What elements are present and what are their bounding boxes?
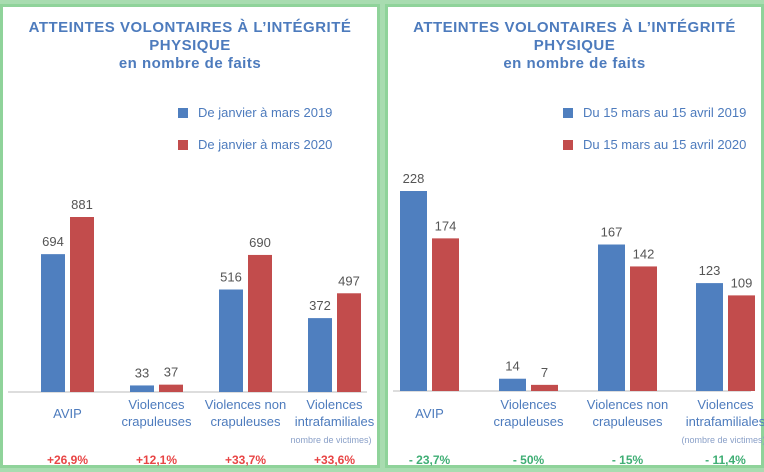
change-label: +33,6%: [313, 453, 356, 467]
category-label: Violences crapuleuses: [121, 397, 192, 429]
chart-title: ATTEINTES VOLONTAIRES À L’INTÉGRITÉ PHYS…: [388, 19, 761, 73]
change-label: +26,9%: [46, 453, 89, 467]
data-label: 7: [541, 365, 548, 380]
bar: [130, 385, 154, 392]
category-label: AVIP: [53, 406, 82, 421]
bar: [432, 238, 459, 391]
legend-swatch: [563, 140, 573, 150]
legend-item: Du 15 mars au 15 avril 2020: [563, 137, 746, 152]
data-label: 174: [435, 218, 457, 233]
change-label: - 23,7%: [408, 453, 451, 467]
legend-item: De janvier à mars 2020: [178, 137, 332, 152]
category-label: Violences non crapuleuses: [204, 397, 287, 429]
bar: [598, 244, 625, 391]
data-label: 123: [699, 263, 721, 278]
legend-label: De janvier à mars 2020: [198, 137, 333, 152]
legend-label: De janvier à mars 2019: [198, 105, 333, 120]
change-label: - 50%: [512, 453, 545, 467]
data-label: 228: [403, 171, 425, 186]
category-label: Violences crapuleuses: [493, 397, 564, 429]
bar: [337, 293, 361, 392]
change-label: +33,7%: [224, 453, 267, 467]
bar: [728, 295, 755, 391]
chart-panel-right: ATTEINTES VOLONTAIRES À L’INTÉGRITÉ PHYS…: [385, 4, 764, 468]
note-label: nombre de victimes): [290, 435, 372, 445]
category-label: AVIP: [415, 406, 444, 421]
note-label: (nombre de victimes): [681, 435, 764, 445]
legend-swatch: [178, 140, 188, 150]
legend-swatch: [178, 108, 188, 118]
legend-label: Du 15 mars au 15 avril 2020: [583, 137, 747, 152]
bar: [630, 266, 657, 391]
category-label: Violences intrafamiliales: [685, 397, 764, 429]
data-label: 881: [71, 197, 93, 212]
chart-panel-left: ATTEINTES VOLONTAIRES À L’INTÉGRITÉ PHYS…: [0, 4, 380, 468]
data-label: 372: [309, 298, 331, 313]
bar: [41, 254, 65, 392]
subtitle: en nombre de faits: [118, 55, 262, 72]
bar: [499, 378, 526, 391]
data-label: 694: [42, 234, 64, 249]
chart-title: ATTEINTES VOLONTAIRES À L’INTÉGRITÉ PHYS…: [3, 19, 377, 73]
bar: [531, 384, 558, 391]
data-label: 516: [220, 270, 242, 285]
legend-swatch: [563, 108, 573, 118]
title-text: ATTEINTES VOLONTAIRES À L’INTÉGRITÉ PHYS…: [413, 19, 736, 54]
data-label: 167: [601, 225, 623, 240]
title-text: ATTEINTES VOLONTAIRES À L’INTÉGRITÉ PHYS…: [28, 19, 352, 54]
bar: [308, 318, 332, 392]
data-label: 109: [731, 275, 753, 290]
bar: [248, 254, 272, 392]
data-label: 14: [505, 359, 519, 374]
change-label: - 15%: [611, 453, 644, 467]
change-label: +12,1%: [135, 453, 178, 467]
legend-label: Du 15 mars au 15 avril 2019: [583, 105, 747, 120]
bar: [219, 289, 243, 392]
change-label: - 11,4%: [705, 453, 746, 467]
subtitle: en nombre de faits: [503, 55, 646, 72]
bar: [696, 283, 723, 391]
legend-item: Du 15 mars au 15 avril 2019: [563, 105, 746, 120]
data-label: 37: [164, 365, 178, 380]
bar-plot: 228 174 14 7 167 142 123 109: [393, 171, 755, 392]
category-label: Violences non crapuleuses: [586, 397, 669, 429]
data-label: 497: [338, 273, 360, 288]
bar: [159, 384, 183, 392]
data-label: 690: [249, 235, 271, 250]
data-label: 142: [633, 246, 655, 261]
category-label: Violences intrafamiliales: [294, 397, 375, 429]
data-label: 33: [135, 365, 149, 380]
bar-plot: 694 881 33 37 516 690 372 497: [8, 197, 367, 393]
bar: [400, 191, 427, 391]
bar: [70, 217, 94, 392]
legend-item: De janvier à mars 2019: [178, 105, 332, 120]
